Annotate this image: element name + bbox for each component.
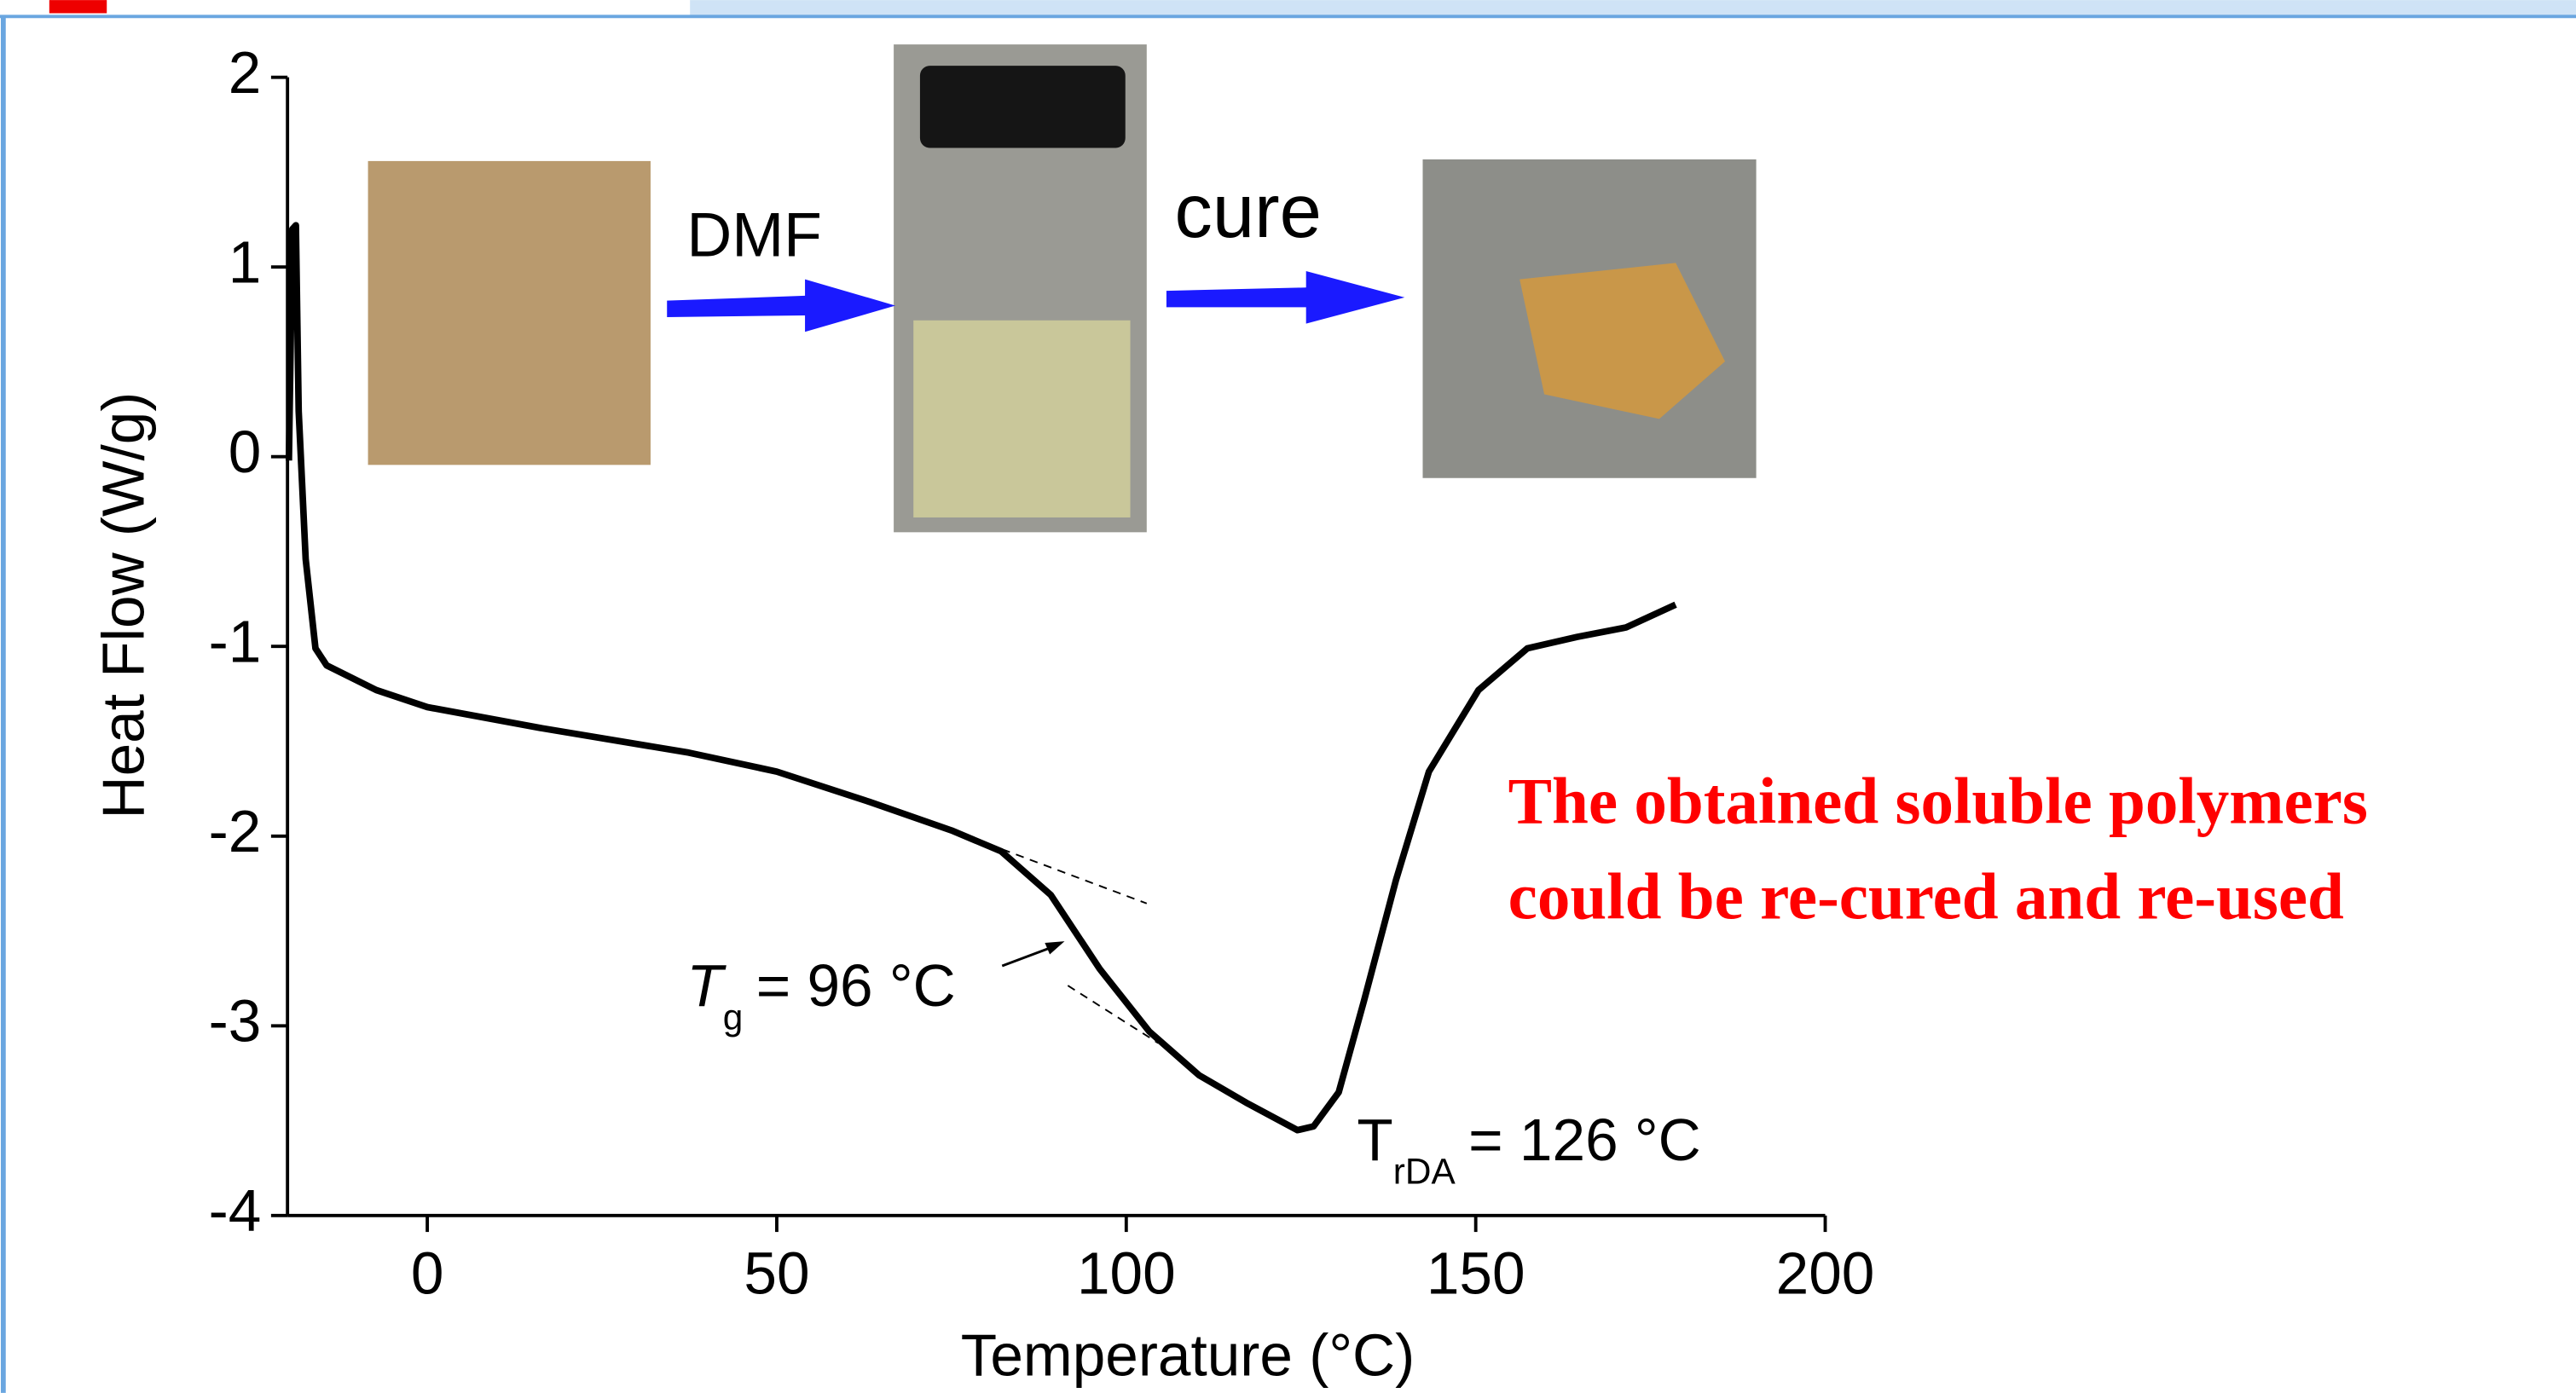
y-tick-label: -4 xyxy=(209,1177,262,1244)
annotation-text: = 126 °C xyxy=(1468,1107,1701,1173)
logo-mark xyxy=(49,0,107,13)
annotation-text: = 96 °C xyxy=(756,952,956,1019)
x-tick-label: 50 xyxy=(744,1240,809,1306)
x-tick-label: 200 xyxy=(1776,1240,1875,1306)
y-tick-label: 2 xyxy=(229,39,262,106)
x-tick-label: 150 xyxy=(1427,1240,1525,1306)
annotation-symbol: T xyxy=(1357,1107,1392,1173)
annotation-symbol: T xyxy=(686,952,726,1019)
message: The obtained soluble polymers xyxy=(1508,765,2368,838)
x-tick-label: 0 xyxy=(411,1240,444,1306)
y-tick-label: -3 xyxy=(209,988,262,1055)
y-tick-label: -1 xyxy=(209,609,262,675)
chart: DMF cure The obtained soluble polymers c… xyxy=(0,0,2576,1393)
vial-liquid xyxy=(913,321,1130,517)
powder-photo xyxy=(368,161,651,465)
annotation-sub: g xyxy=(723,997,744,1038)
y-tick-label: -2 xyxy=(209,798,262,864)
annotation-sub: rDA xyxy=(1393,1152,1456,1192)
message: could be re-cured and re-used xyxy=(1508,859,2344,933)
vial-cap xyxy=(920,66,1126,147)
x-axis-label: Temperature (°C) xyxy=(961,1322,1415,1389)
top-bar xyxy=(690,0,2576,16)
y-tick-label: 0 xyxy=(229,419,262,485)
x-tick-label: 100 xyxy=(1077,1240,1176,1306)
step-label: cure xyxy=(1175,169,1322,253)
page: {"chart_data":{"type":"line", "x_label":… xyxy=(0,0,2576,1393)
step-label: DMF xyxy=(686,200,822,270)
y-tick-label: 1 xyxy=(229,228,262,295)
y-axis-label: Heat Flow (W/g) xyxy=(90,392,157,819)
